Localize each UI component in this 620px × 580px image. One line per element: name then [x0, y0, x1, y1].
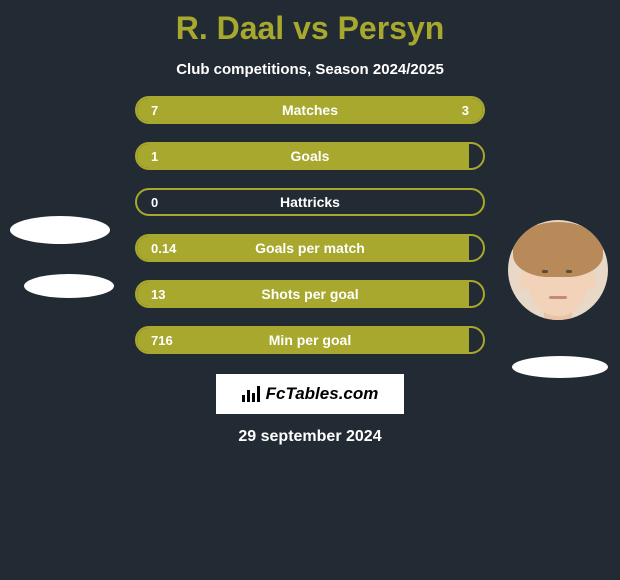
branding-badge: FcTables.com: [216, 374, 405, 414]
bars-list: 73Matches 1Goals 0Hattricks 0.14Goals per m…: [135, 96, 485, 354]
stat-right-value: [469, 282, 483, 306]
bar-chart-icon: [242, 386, 260, 402]
stat-row: 0.14Goals per match: [135, 234, 485, 262]
stat-row: 1Goals: [135, 142, 485, 170]
stat-left-value: 0.14: [137, 236, 469, 260]
stat-right-value: [469, 236, 483, 260]
stat-right-value: [469, 328, 483, 352]
comparison-card: R. Daal vs Persyn Club competitions, Sea…: [0, 0, 620, 580]
stat-row: 0Hattricks: [135, 188, 485, 216]
stat-right-value: [151, 190, 483, 214]
stat-row: 73Matches: [135, 96, 485, 124]
stat-left-value: 7: [137, 98, 379, 122]
stat-right-value: 3: [379, 98, 483, 122]
stat-left-value: 0: [137, 190, 151, 214]
stat-left-value: 716: [137, 328, 469, 352]
page-title: R. Daal vs Persyn: [176, 10, 445, 47]
player-face-illustration: [508, 220, 608, 320]
stat-row: 716Min per goal: [135, 326, 485, 354]
stat-right-value: [469, 144, 483, 168]
stat-left-value: 13: [137, 282, 469, 306]
player-left-placeholder-1: [10, 216, 110, 244]
stat-left-value: 1: [137, 144, 469, 168]
comparison-area: 73Matches 1Goals 0Hattricks 0.14Goals per m…: [0, 96, 620, 354]
player-left-placeholder-2: [24, 274, 114, 298]
branding-text: FcTables.com: [266, 384, 379, 404]
player-right-avatar: [508, 220, 608, 320]
stat-row: 13Shots per goal: [135, 280, 485, 308]
date-label: 29 september 2024: [238, 428, 381, 446]
player-right-placeholder: [512, 356, 608, 378]
subtitle: Club competitions, Season 2024/2025: [176, 61, 444, 78]
